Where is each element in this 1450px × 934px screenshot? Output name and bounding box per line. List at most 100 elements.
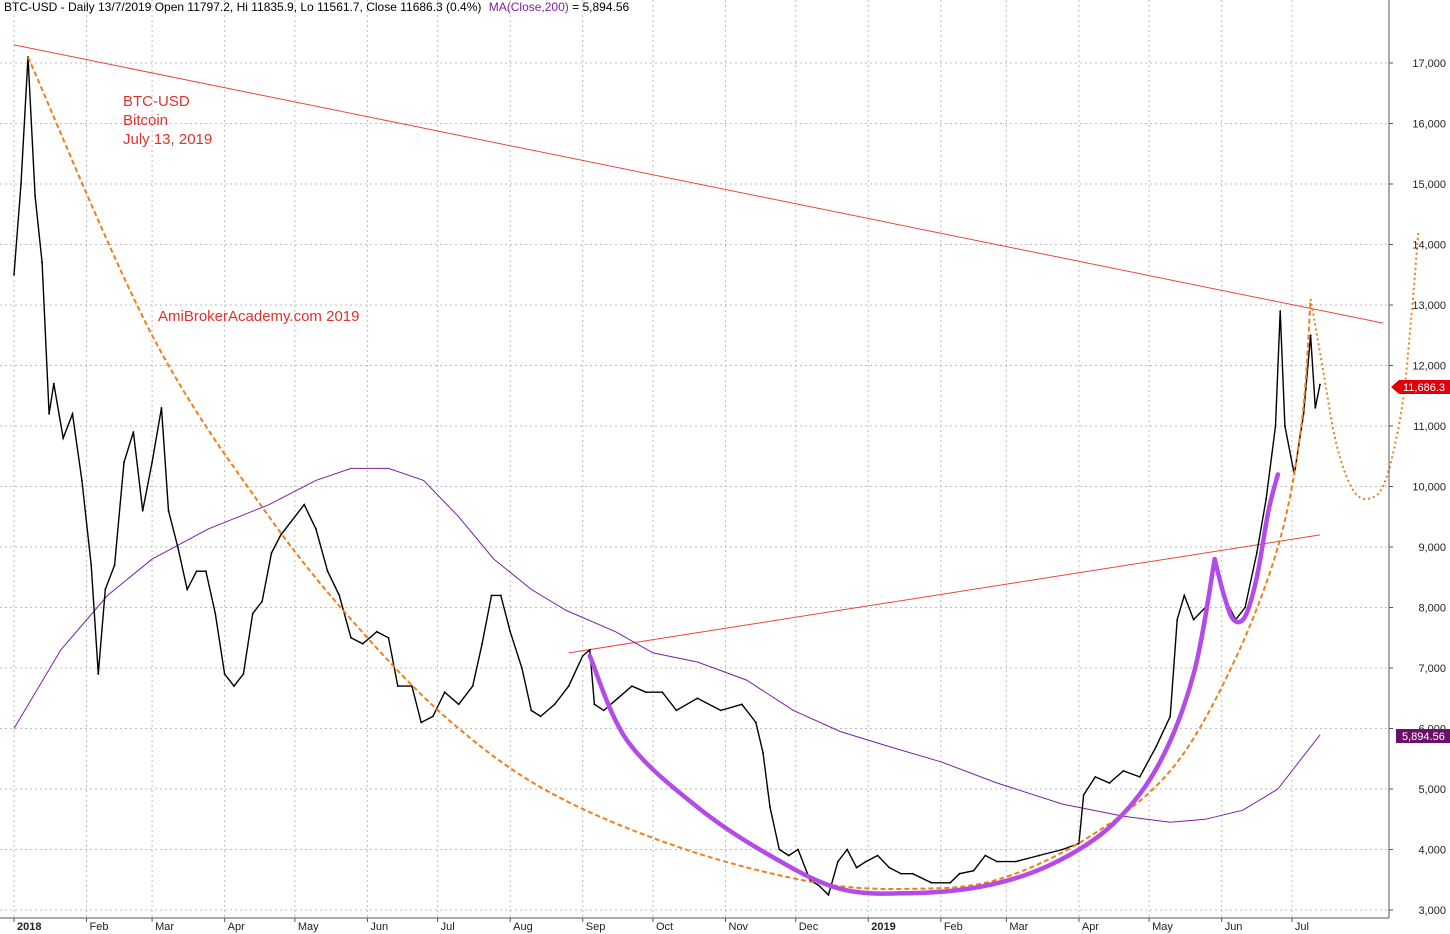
price-point	[71, 413, 74, 415]
price-point	[1155, 745, 1158, 748]
y-tick-label: 7,000	[1418, 663, 1446, 675]
cup-layer	[27, 56, 1420, 896]
price-point	[755, 721, 757, 724]
price-point	[1279, 310, 1282, 312]
cup-solid-curve-2	[587, 556, 1217, 896]
grid	[0, 0, 1389, 918]
price-point	[315, 527, 317, 530]
price-point	[1122, 769, 1125, 772]
y-tick-label: 4,000	[1418, 845, 1446, 857]
price-point	[432, 715, 434, 718]
price-point	[1309, 334, 1312, 337]
price-point	[1314, 406, 1317, 409]
price-point	[616, 697, 619, 700]
price-point	[567, 685, 570, 688]
price-point	[827, 893, 830, 896]
x-tick-label: Apr	[1082, 921, 1099, 933]
y-tick-label: 11,000	[1413, 421, 1446, 433]
price-point	[104, 588, 107, 591]
ma-tag-text: 5,894.56	[1402, 731, 1445, 743]
y-tick-label: 17,000	[1412, 58, 1446, 70]
x-tick-label: Feb	[944, 921, 963, 933]
price-point	[420, 721, 423, 724]
tick-labels: 3,0004,0005,0006,0007,0008,0009,00010,00…	[13, 58, 1446, 933]
price-point	[1283, 425, 1286, 427]
price-point	[160, 406, 163, 409]
price-point	[509, 630, 512, 633]
price-point	[1319, 383, 1321, 386]
price-point	[818, 884, 821, 887]
price-point	[223, 673, 226, 675]
chart-header: BTC-USD - Daily 13/7/2019 Open 11797.2, …	[4, 0, 630, 14]
price-point	[195, 570, 198, 573]
price-point	[499, 594, 502, 597]
series-ma200	[13, 467, 1321, 823]
x-tick-label: Oct	[656, 921, 673, 933]
price-point	[911, 872, 914, 875]
price-point	[242, 673, 245, 675]
price-point	[20, 183, 22, 185]
ma-value-tag: 5,894.56	[1396, 729, 1450, 743]
price-point	[13, 273, 15, 276]
price-point	[1192, 618, 1195, 621]
cup-solid-curve-3	[1212, 472, 1281, 625]
price-point	[539, 715, 542, 718]
price-point	[520, 667, 523, 669]
price-point	[481, 642, 484, 645]
price-point	[410, 685, 413, 688]
close-tag-box	[1391, 380, 1450, 394]
ma-value: = 5,894.56	[572, 0, 629, 14]
price-point	[769, 806, 771, 809]
trendline-resistance	[13, 44, 1384, 324]
x-tick-label: Jun	[1225, 921, 1243, 933]
y-tick-label: 13,000	[1412, 300, 1446, 312]
price-point	[1061, 848, 1064, 851]
price-point	[1094, 776, 1097, 778]
price-point	[1138, 776, 1141, 778]
price-point	[645, 691, 647, 694]
price-point	[186, 588, 189, 591]
price-point	[48, 413, 51, 415]
x-tick-label: Feb	[90, 921, 109, 933]
y-tick-label: 16,000	[1412, 119, 1446, 131]
price-point	[457, 703, 460, 706]
price-point	[930, 881, 933, 884]
price-point	[62, 437, 65, 439]
y-tick-label: 15,000	[1412, 179, 1446, 191]
price-point	[52, 382, 55, 385]
price-layer	[13, 56, 1321, 897]
x-tick-label: Nov	[729, 921, 749, 933]
x-tick-label: Apr	[228, 921, 245, 933]
price-point	[1302, 413, 1305, 415]
price-point	[396, 685, 399, 688]
price-point	[1014, 860, 1017, 863]
price-point	[855, 866, 858, 869]
price-point	[251, 612, 254, 615]
y-tick-label: 9,000	[1418, 542, 1446, 554]
price-point	[1078, 842, 1080, 845]
price-point	[375, 630, 378, 633]
price-point	[113, 564, 116, 567]
price-point	[289, 521, 292, 524]
x-tick-label: 2018	[17, 921, 41, 933]
price-point	[593, 703, 596, 706]
price-point	[176, 546, 179, 548]
price-point	[279, 534, 282, 536]
price-point	[214, 612, 217, 615]
price-point	[581, 655, 584, 657]
price-point	[797, 848, 799, 851]
price-point	[471, 685, 474, 688]
x-tick-label: 2019	[871, 921, 895, 933]
price-point	[167, 509, 170, 512]
price-point	[361, 642, 364, 645]
price-point	[778, 848, 781, 851]
price-point	[123, 461, 125, 464]
price-point	[865, 860, 867, 863]
price-point	[338, 594, 341, 597]
price-point	[846, 848, 849, 851]
ma-tag-box	[1396, 729, 1450, 743]
price-point	[972, 869, 975, 872]
price-point	[1169, 715, 1172, 718]
